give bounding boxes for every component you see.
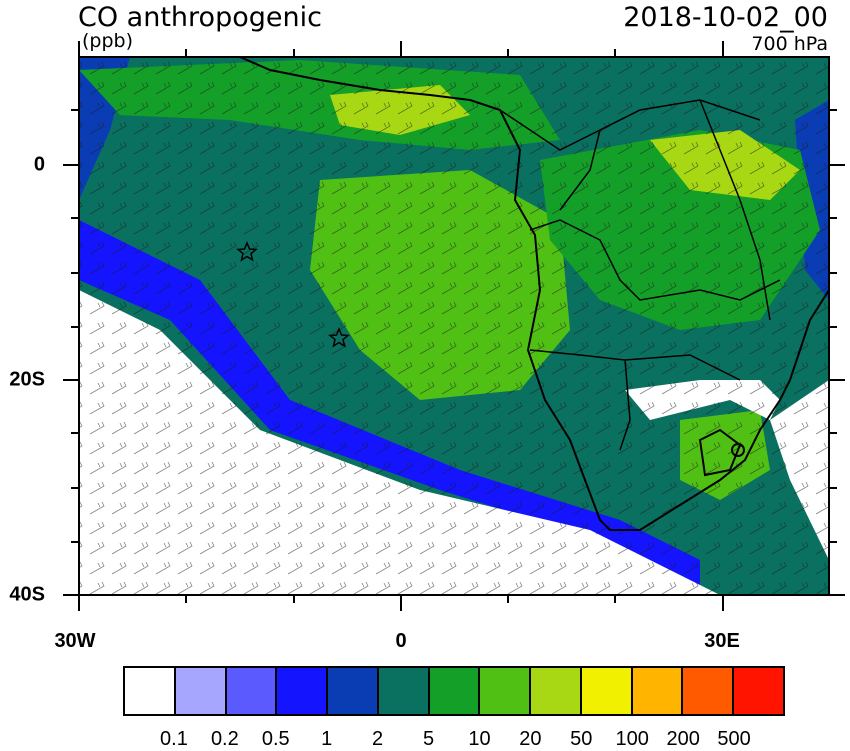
colorbar-box <box>226 668 278 714</box>
colorbar-tick-label: 50 <box>570 728 593 750</box>
star-marker <box>236 241 258 262</box>
colorbar-box <box>632 668 684 714</box>
wind-barbs <box>79 57 829 595</box>
colorbar-box <box>734 668 783 714</box>
datetime-label: 2018-10-02_00 <box>623 2 828 33</box>
colorbar <box>123 666 785 716</box>
colorbar-box <box>581 668 633 714</box>
colorbar-tick-label: 1 <box>321 728 333 750</box>
lat-label-20s: 20S <box>9 368 45 391</box>
colorbar-box <box>277 668 329 714</box>
colorbar-tick-label: 10 <box>468 728 491 750</box>
colorbar-tick-label: 500 <box>717 728 751 750</box>
colorbar-box <box>378 668 430 714</box>
units-label: (ppb) <box>82 30 134 52</box>
lon-label-30w: 30W <box>54 630 96 652</box>
colorbar-tick-label: 5 <box>422 728 435 750</box>
colorbar-tick-label: 0.5 <box>261 728 290 750</box>
colorbar-box <box>175 668 227 714</box>
lon-label-0: 0 <box>395 630 407 652</box>
map-frame <box>63 41 845 611</box>
colorbar-box <box>125 668 176 714</box>
colorbar-tick-label: 100 <box>615 728 649 750</box>
colorbar-tick-label: 0.1 <box>160 728 188 750</box>
colorbar-tick-label: 2 <box>372 728 384 750</box>
map-content <box>79 57 829 595</box>
colorbar-box <box>683 668 735 714</box>
pressure-level-label: 700 hPa <box>751 33 828 55</box>
lat-label-40s: 40S <box>9 583 45 606</box>
coastlines <box>239 57 829 531</box>
star-marker <box>328 327 350 348</box>
colorbar-tick-label: 0.2 <box>210 728 239 750</box>
colorbar-box <box>429 668 481 714</box>
star-markers <box>236 241 350 348</box>
plot-title: CO anthropogenic <box>78 2 322 33</box>
lon-label-30e: 30E <box>704 630 740 652</box>
country-borders <box>499 99 781 451</box>
colorbar-tick-label: 20 <box>519 728 542 750</box>
lat-label-0: 0 <box>33 153 45 176</box>
colorbar-tick-label: 200 <box>666 728 700 750</box>
colorbar-box <box>328 668 379 714</box>
colorbar-box <box>480 668 532 714</box>
colorbar-box <box>531 668 582 714</box>
